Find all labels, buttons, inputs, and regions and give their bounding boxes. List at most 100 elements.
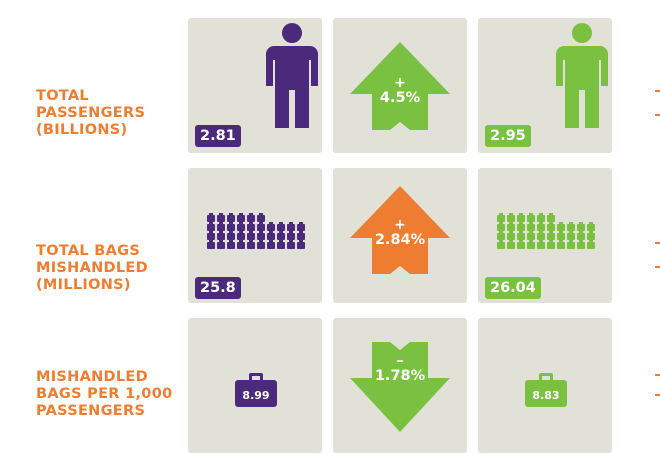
bag-mark: [497, 215, 505, 222]
bag-mark: [567, 224, 575, 231]
bag-handle-mark: [519, 222, 523, 224]
row-label-line: MISHANDLED: [36, 260, 148, 276]
bag-handle-mark: [259, 222, 263, 224]
suitcase-value: 8.83: [532, 389, 559, 402]
bag-mark: [207, 242, 215, 249]
bag-mark: [267, 242, 275, 249]
bag-mark: [547, 224, 555, 231]
bag-mark: [207, 224, 215, 231]
cropped-edge: [650, 168, 660, 303]
bag-mark: [257, 233, 265, 240]
row-label-line: (BILLIONS): [36, 122, 128, 138]
suitcase-value: 8.99: [242, 389, 269, 402]
bag-handle-mark: [229, 231, 233, 233]
bag-handle-mark: [549, 213, 553, 215]
bag-handle-mark: [579, 222, 583, 224]
bag-handle-mark: [529, 240, 533, 242]
bag-mark: [527, 242, 535, 249]
bag-handle-mark: [269, 231, 273, 233]
bag-handle-mark: [249, 213, 253, 215]
row-label-line: PASSENGERS: [36, 105, 146, 121]
bag-mark: [287, 242, 295, 249]
bag-mark: [267, 233, 275, 240]
bag-handle-mark: [579, 231, 583, 233]
bag-handle-mark: [529, 213, 533, 215]
bag-mark: [217, 242, 225, 249]
bag-mark: [537, 233, 545, 240]
bag-grid-icon: [207, 213, 305, 249]
bag-mark: [297, 233, 305, 240]
bag-mark: [497, 224, 505, 231]
bag-mark: [557, 233, 565, 240]
bag-handle-mark: [589, 231, 593, 233]
bag-handle-mark: [269, 240, 273, 242]
bag-mark: [527, 233, 535, 240]
bag-handle-mark: [249, 231, 253, 233]
bag-handle-mark: [299, 231, 303, 233]
bag-mark: [577, 242, 585, 249]
cropped-edge: [650, 318, 660, 453]
bag-mark: [527, 215, 535, 222]
bag-handle-mark: [519, 213, 523, 215]
change-sign: +: [394, 75, 406, 91]
bag-mark: [517, 224, 525, 231]
tile-passengers-after: 2.95: [478, 18, 612, 153]
bag-mark: [497, 242, 505, 249]
bag-handle-mark: [519, 231, 523, 233]
bag-handle-mark: [559, 231, 563, 233]
value-badge-before: 25.8: [195, 277, 241, 299]
row-label-line: TOTAL: [36, 88, 89, 104]
bag-mark: [237, 233, 245, 240]
bag-mark: [537, 215, 545, 222]
bag-handle-mark: [529, 231, 533, 233]
change-sign: +: [394, 217, 406, 233]
bag-handle-mark: [239, 213, 243, 215]
bag-mark: [517, 233, 525, 240]
bag-handle-mark: [579, 240, 583, 242]
up-arrow-icon: [350, 186, 450, 274]
down-arrow-icon: [350, 342, 450, 432]
bag-mark: [587, 242, 595, 249]
person-icon: [266, 23, 318, 128]
bag-mark: [537, 224, 545, 231]
bag-handle-mark: [499, 231, 503, 233]
value-badge-after: 2.95: [485, 125, 531, 147]
bag-handle-mark: [239, 222, 243, 224]
change-label: + 4.5%: [333, 76, 467, 107]
bag-handle-mark: [249, 222, 253, 224]
bag-handle-mark: [549, 231, 553, 233]
row-label-mishandled-per-1000: MISHANDLED BAGS PER 1,000 PASSENGERS: [36, 369, 196, 420]
bag-mark: [257, 215, 265, 222]
bag-handle-mark: [229, 240, 233, 242]
bag-handle-mark: [589, 240, 593, 242]
bag-handle-mark: [589, 222, 593, 224]
bag-mark: [287, 224, 295, 231]
bag-mark: [297, 224, 305, 231]
bag-handle-mark: [219, 222, 223, 224]
bag-mark: [277, 242, 285, 249]
bag-handle-mark: [259, 240, 263, 242]
person-icon: [556, 23, 608, 128]
bag-mark: [267, 224, 275, 231]
bag-mark: [507, 233, 515, 240]
bag-mark: [227, 224, 235, 231]
bag-handle-mark: [499, 240, 503, 242]
bag-mark: [547, 215, 555, 222]
bag-handle-mark: [509, 222, 513, 224]
bag-mark: [227, 233, 235, 240]
bag-mark: [247, 233, 255, 240]
bag-handle-mark: [259, 231, 263, 233]
tile-rate-change: – 1.78%: [333, 318, 467, 453]
suitcase-icon: 8.83: [525, 373, 567, 407]
bag-handle-mark: [279, 231, 283, 233]
bag-handle-mark: [509, 213, 513, 215]
bag-handle-mark: [299, 222, 303, 224]
bag-handle-mark: [569, 231, 573, 233]
bag-handle-mark: [519, 240, 523, 242]
bag-mark: [587, 224, 595, 231]
bag-mark: [507, 215, 515, 222]
bag-handle-mark: [549, 222, 553, 224]
tile-passengers-change: + 4.5%: [333, 18, 467, 153]
bag-handle-mark: [249, 240, 253, 242]
value-badge-before: 2.81: [195, 125, 241, 147]
